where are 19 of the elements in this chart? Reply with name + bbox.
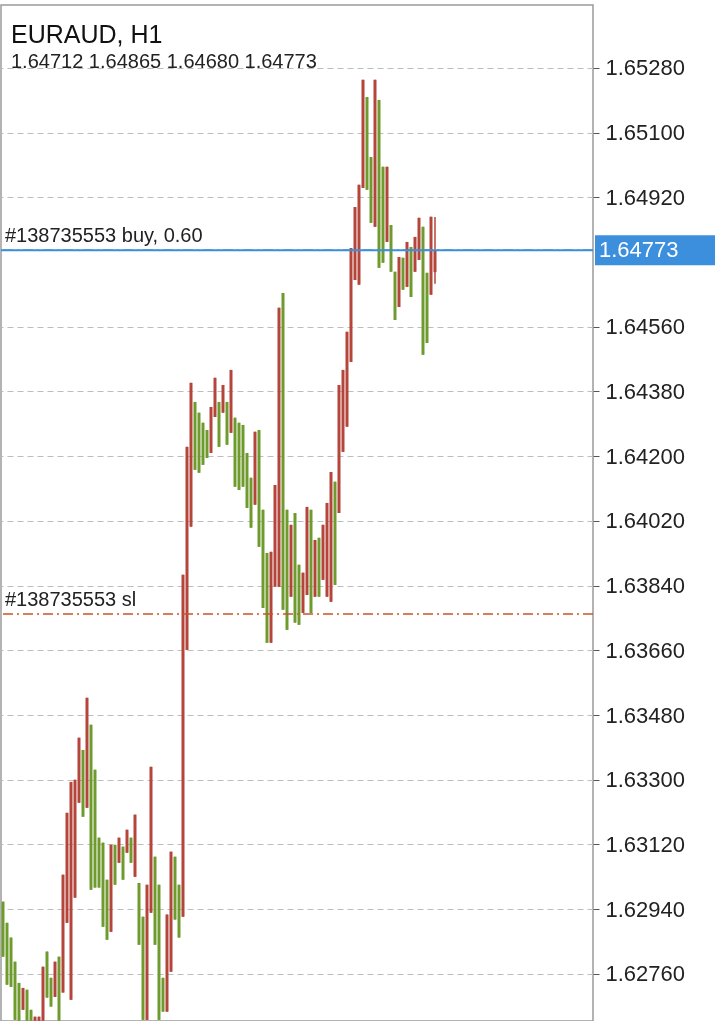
y-tick-label: 1.63300 xyxy=(605,767,686,793)
ref-line-label: #138735553 sl xyxy=(5,588,137,611)
y-tick-label: 1.63120 xyxy=(605,831,686,857)
y-tick-label: 1.63840 xyxy=(605,573,686,599)
text: 1.64712 1.64865 1.64680 1.64773 xyxy=(11,50,317,72)
y-tick-label: 1.64560 xyxy=(605,314,686,340)
y-tick-label: 1.64020 xyxy=(605,508,686,534)
y-tick-label: 1.63480 xyxy=(605,702,686,728)
y-tick-label: 1.63660 xyxy=(605,637,686,663)
y-tick-label: 1.64200 xyxy=(605,443,686,469)
y-tick-label: 1.62760 xyxy=(605,961,686,987)
y-tick-label: 1.65280 xyxy=(605,55,686,81)
y-tick-label: 1.65100 xyxy=(605,120,686,146)
ref-line-label: 1.64773 xyxy=(599,237,679,263)
y-tick-label: 1.62940 xyxy=(605,896,686,922)
y-tick-label: 1.64380 xyxy=(605,378,686,404)
ref-line-label: #138735553 buy, 0.60 xyxy=(5,224,203,247)
y-tick-label: 1.64920 xyxy=(605,184,686,210)
text: EURAUD, H1 xyxy=(11,20,163,48)
